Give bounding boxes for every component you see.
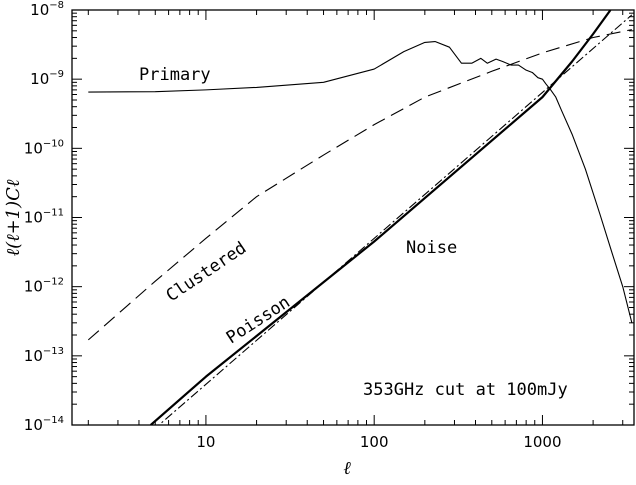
- series-label-noise: Noise: [406, 238, 457, 258]
- axis-ticks: [72, 10, 634, 426]
- series-line-primary: [88, 40, 633, 323]
- y-axis-title: ℓ(ℓ+1)Cℓ: [3, 179, 24, 256]
- y-tick-label: 10−10: [24, 138, 64, 157]
- y-tick-label: 10−14: [24, 415, 64, 434]
- series-label-primary: Primary: [139, 65, 211, 85]
- cut-annotation: 353GHz cut at 100mJy: [363, 380, 568, 400]
- chart-curves: [87, 10, 633, 425]
- x-tick-label: 1000: [523, 433, 561, 451]
- series-line-noise: [150, 10, 612, 425]
- series-line-clustered: [87, 29, 632, 341]
- y-tick-label: 10−13: [24, 346, 64, 365]
- chart-labels: 10 100 1000 10−14 10−13 10−12 10−11 10−10 10−9 10…: [24, 0, 562, 451]
- y-tick-label: 10−11: [24, 208, 64, 227]
- x-tick-label: 100: [360, 433, 389, 451]
- x-tick-label: 10: [196, 433, 215, 451]
- series-line-poisson: [158, 14, 633, 425]
- x-axis-title: ℓ: [343, 458, 351, 479]
- series-label-clustered: Clustered: [163, 238, 251, 306]
- y-tick-label: 10−12: [24, 277, 64, 296]
- y-tick-label: 10−9: [30, 69, 64, 88]
- y-tick-label: 10−8: [30, 0, 64, 19]
- series-label-poisson: Poisson: [223, 292, 294, 348]
